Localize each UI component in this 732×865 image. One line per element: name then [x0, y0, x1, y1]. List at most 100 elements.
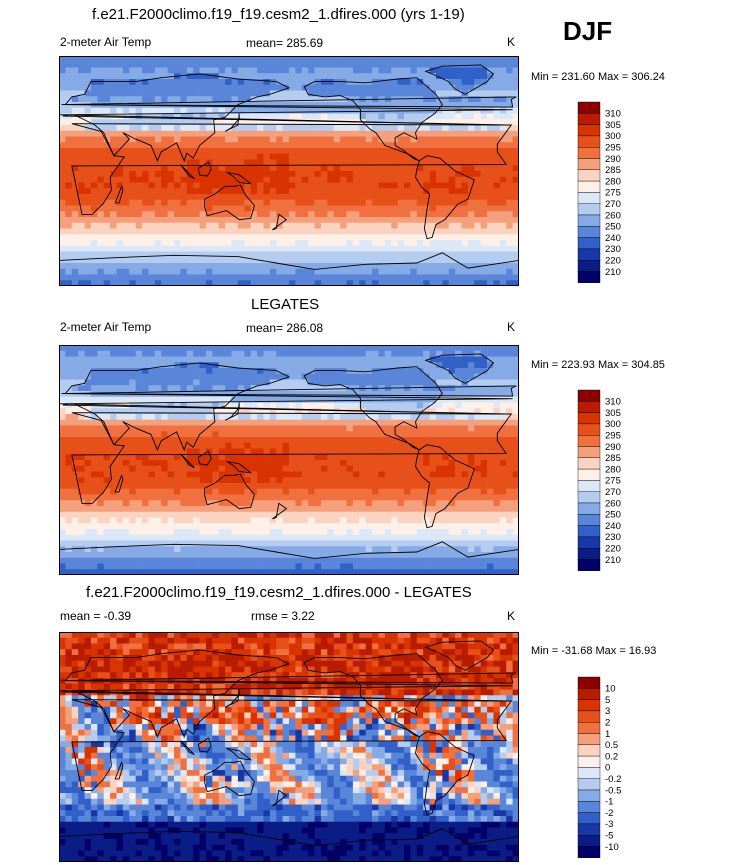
map-cell: [289, 408, 296, 415]
map-cell: [397, 402, 405, 409]
map-cell: [65, 425, 73, 432]
map-cell: [154, 483, 162, 490]
map-cell: [250, 67, 258, 74]
map-cell: [512, 222, 519, 229]
map-cell: [359, 402, 367, 409]
map-cell: [391, 263, 398, 270]
map-cell: [359, 217, 367, 224]
map-cell: [237, 356, 245, 363]
map-cell: [308, 96, 315, 103]
map-cell: [199, 396, 207, 403]
map-cell: [148, 460, 156, 467]
map-cell: [442, 419, 450, 426]
map-cell: [295, 356, 303, 363]
map-cell: [218, 483, 226, 490]
map-cell: [512, 194, 519, 201]
map-cell: [110, 125, 117, 132]
map-cell: [289, 182, 296, 189]
map-cell: [295, 153, 303, 160]
map-cell: [161, 477, 168, 484]
map-cell: [161, 379, 168, 386]
map-cell: [467, 257, 475, 264]
map-cell: [218, 263, 226, 270]
map-cell: [384, 414, 392, 421]
map-cell: [480, 368, 488, 375]
map-cell: [282, 402, 290, 409]
map-cell: [84, 274, 92, 281]
map-cell: [180, 222, 188, 229]
map-cell: [512, 142, 519, 149]
map-cell: [59, 268, 66, 275]
map-cell: [97, 442, 105, 449]
map-cell: [467, 56, 475, 63]
map-cell: [167, 142, 175, 149]
map-cell: [295, 345, 303, 352]
map-cell: [359, 379, 367, 386]
map-cell: [225, 488, 232, 495]
map-cell: [308, 84, 315, 91]
map-cell: [404, 182, 411, 189]
map-cell: [148, 442, 156, 449]
map-cell: [410, 448, 418, 455]
map-cell: [301, 176, 309, 183]
map-cell: [167, 222, 175, 229]
map-cell: [116, 362, 124, 369]
map-cell: [346, 379, 354, 386]
map-cell: [269, 345, 277, 352]
map-cell: [429, 84, 437, 91]
map-cell: [480, 176, 488, 183]
map-cell: [186, 471, 194, 478]
map-cell: [416, 494, 424, 501]
map-cell: [154, 419, 162, 426]
map-cell: [423, 113, 430, 120]
map-cell: [295, 471, 303, 478]
map-cell: [333, 356, 341, 363]
map-cell: [218, 488, 226, 495]
map-cell: [435, 205, 443, 212]
map-cell: [59, 500, 66, 507]
map-cell: [199, 488, 207, 495]
map-cell: [71, 171, 79, 178]
map-cell: [84, 345, 92, 352]
map-cell: [110, 90, 117, 97]
map-cell: [410, 368, 418, 375]
map-cell: [391, 125, 398, 132]
map-cell: [435, 500, 443, 507]
map-cell: [218, 84, 226, 91]
map-cell: [193, 199, 200, 206]
map-cell: [135, 79, 143, 86]
map-cell: [416, 465, 424, 472]
map-cell: [320, 488, 328, 495]
coastline: [71, 123, 513, 215]
map-cell: [161, 257, 168, 264]
map-cell: [97, 222, 105, 229]
map-cell: [301, 96, 309, 103]
map-cell: [506, 56, 513, 63]
map-cell: [378, 240, 386, 247]
map-cell: [90, 79, 98, 86]
map-cell: [97, 345, 105, 352]
map-cell: [231, 345, 239, 352]
map-cell: [346, 500, 354, 507]
map-cell: [378, 67, 386, 74]
map-cell: [416, 373, 424, 380]
map-cell: [174, 460, 181, 467]
map-cell: [116, 171, 124, 178]
map-cell: [205, 280, 213, 286]
map-cell: [148, 483, 156, 490]
map-cell: [448, 442, 456, 449]
map-cell: [295, 402, 303, 409]
map-cell: [65, 460, 73, 467]
map-cell: [512, 228, 519, 235]
map-cell: [244, 373, 252, 380]
map-cell: [372, 222, 379, 229]
map-cell: [257, 274, 264, 281]
map-cell: [404, 448, 411, 455]
map-cell: [154, 188, 162, 195]
map-cell: [384, 245, 392, 252]
map-cell: [231, 217, 239, 224]
map-cell: [276, 488, 283, 495]
map-cell: [314, 171, 322, 178]
map-cell: [487, 119, 494, 126]
map-cell: [142, 228, 149, 235]
